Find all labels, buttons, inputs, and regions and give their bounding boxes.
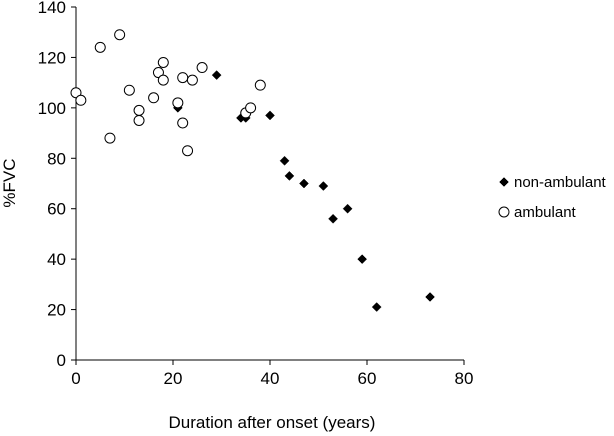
axes xyxy=(75,7,464,361)
non-ambulant-point xyxy=(318,181,329,191)
x-axis-label: Duration after onset (years) xyxy=(169,413,376,432)
y-tick-label: 20 xyxy=(47,301,66,320)
non-ambulant-point xyxy=(328,213,338,224)
y-ticks: 0 20 40 60 80 100 120 140 xyxy=(38,0,76,370)
ambulant-point xyxy=(196,62,208,74)
y-tick-label: 100 xyxy=(38,99,66,118)
non-ambulant-point xyxy=(357,254,368,264)
ambulant-point xyxy=(157,56,169,68)
ambulant-point xyxy=(177,72,189,84)
y-tick-label: 140 xyxy=(38,0,66,17)
ambulant-point xyxy=(245,102,257,114)
ambulant-point xyxy=(114,29,126,41)
y-tick-label: 0 xyxy=(57,351,66,370)
non-ambulant-point xyxy=(425,292,435,302)
x-tick-label: 60 xyxy=(358,369,377,388)
y-tick-label: 40 xyxy=(47,250,66,269)
ambulant-point xyxy=(177,117,189,129)
y-axis-label: %FVC xyxy=(0,158,19,207)
ambulant-point xyxy=(186,74,198,86)
y-tick-label: 80 xyxy=(47,149,66,168)
non-ambulant-point xyxy=(299,178,309,189)
x-tick-label: 0 xyxy=(71,369,80,388)
ambulant-point xyxy=(148,92,160,104)
ambulant-point xyxy=(157,74,169,86)
non-ambulant-point xyxy=(371,302,382,312)
y-tick-label: 120 xyxy=(38,48,66,67)
non-ambulant-point xyxy=(284,171,295,181)
x-tick-label: 20 xyxy=(164,369,183,388)
ambulant-point xyxy=(123,84,135,96)
legend-non-ambulant-label: non-ambulant xyxy=(514,174,607,191)
ambulant-point xyxy=(254,79,266,91)
ambulant-point xyxy=(94,41,106,53)
ambulant-point xyxy=(133,104,145,116)
ambulant-point xyxy=(182,145,194,157)
ambulant-point xyxy=(75,94,87,106)
legend-ambulant-label: ambulant xyxy=(514,204,577,221)
non-ambulant-point xyxy=(279,155,290,166)
y-tick-label: 60 xyxy=(47,200,66,219)
x-ticks: 0 20 40 60 80 xyxy=(71,360,473,388)
ambulant-point xyxy=(104,132,116,144)
x-tick-label: 80 xyxy=(455,369,474,388)
ambulant-point xyxy=(133,114,145,126)
ambulant-point xyxy=(172,97,184,109)
legend: non-ambulant ambulant xyxy=(498,174,607,221)
x-tick-label: 40 xyxy=(261,369,280,388)
legend-non-ambulant-marker xyxy=(499,177,509,187)
non-ambulant-point xyxy=(265,110,275,121)
non-ambulant-point xyxy=(211,70,222,80)
plot-points xyxy=(70,29,435,312)
legend-ambulant-marker xyxy=(498,206,510,218)
non-ambulant-point xyxy=(342,203,353,214)
